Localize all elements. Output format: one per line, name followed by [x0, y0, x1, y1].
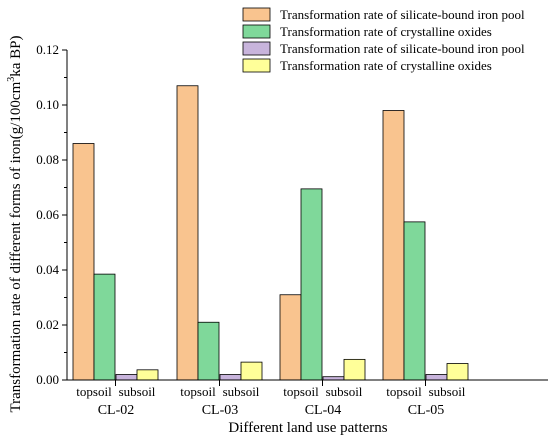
layer-label-topsoil: topsoil	[386, 384, 422, 399]
layer-label-topsoil: topsoil	[283, 384, 319, 399]
y-axis-title-tail: ka BP)	[8, 35, 24, 76]
y-tick-label: 0.06	[36, 207, 59, 222]
group-label: CL-03	[202, 403, 239, 418]
layer-label-subsoil: subsoil	[429, 384, 466, 399]
group-label: CL-04	[305, 403, 342, 418]
y-axis-title-main: Transformation rate of different forms o…	[8, 81, 24, 412]
bar	[382, 110, 405, 381]
bar	[403, 221, 426, 381]
bar	[343, 358, 366, 381]
group-label: CL-02	[98, 403, 135, 418]
layer-label-subsoil: subsoil	[119, 384, 156, 399]
legend: Transformation rate of silicate-bound ir…	[242, 7, 525, 73]
bars-layer	[72, 85, 469, 381]
bar	[115, 374, 138, 381]
bar	[219, 374, 242, 381]
y-tick-label: 0.02	[36, 317, 59, 332]
bar	[446, 363, 469, 381]
group-label: CL-05	[408, 403, 445, 418]
bar	[176, 85, 199, 381]
legend-swatch	[242, 7, 271, 22]
legend-label: Transformation rate of crystalline oxide…	[280, 58, 492, 73]
y-axis-title: Transformation rate of different forms o…	[6, 35, 24, 412]
legend-label: Transformation rate of crystalline oxide…	[280, 24, 492, 39]
bar	[279, 294, 302, 381]
y-tick-label: 0.04	[36, 262, 59, 277]
y-tick-label: 0.08	[36, 152, 59, 167]
y-axis-title-superscript: 3	[6, 77, 17, 82]
layer-label-subsoil: subsoil	[326, 384, 363, 399]
y-tick-label: 0.00	[36, 372, 59, 387]
bar	[425, 374, 448, 381]
y-tick-label: 0.12	[36, 42, 59, 57]
bar	[240, 361, 263, 381]
x-axis-title: Different land use patterns	[228, 420, 387, 436]
legend-swatch	[242, 41, 271, 56]
layer-label-topsoil: topsoil	[76, 384, 112, 399]
layer-label-subsoil: subsoil	[223, 384, 260, 399]
layer-label-topsoil: topsoil	[180, 384, 216, 399]
bar	[197, 321, 220, 381]
axes-layer: 0.00 0.02 0.04 0.06 0.08 0.10 0.12 topsoil subso…	[36, 42, 548, 418]
y-tick-label: 0.10	[36, 97, 59, 112]
bar	[72, 143, 95, 381]
legend-label: Transformation rate of silicate-bound ir…	[280, 7, 525, 22]
legend-label: Transformation rate of silicate-bound ir…	[280, 41, 525, 56]
bar	[136, 369, 159, 381]
bar	[93, 273, 116, 381]
bar	[300, 188, 323, 381]
legend-swatch	[242, 58, 271, 73]
legend-swatch	[242, 24, 271, 39]
